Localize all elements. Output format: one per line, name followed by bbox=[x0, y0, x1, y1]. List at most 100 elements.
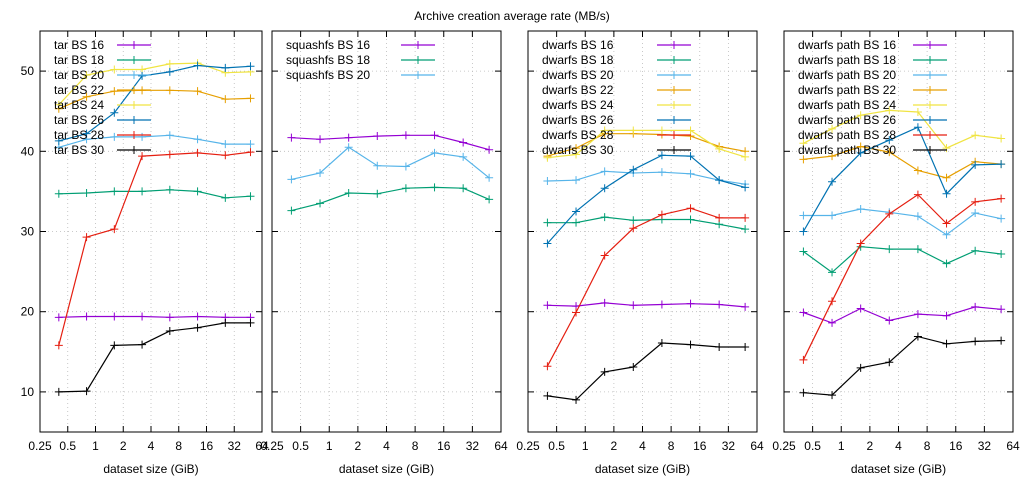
data-point bbox=[430, 148, 439, 157]
data-point bbox=[110, 187, 119, 196]
series-line-1 bbox=[547, 302, 746, 308]
data-point bbox=[373, 161, 382, 170]
data-point bbox=[82, 129, 91, 138]
data-point bbox=[221, 95, 230, 104]
data-point bbox=[221, 140, 230, 149]
data-point bbox=[997, 249, 1006, 258]
data-point bbox=[657, 338, 666, 347]
legend-marker bbox=[670, 71, 678, 79]
data-point bbox=[572, 395, 581, 404]
data-point bbox=[572, 150, 581, 159]
data-point bbox=[942, 311, 951, 320]
x-tick-label: 8 bbox=[924, 439, 931, 453]
series-line-8 bbox=[803, 335, 1002, 396]
x-tick-label: 8 bbox=[668, 439, 675, 453]
data-point bbox=[856, 304, 865, 313]
data-point bbox=[138, 312, 147, 321]
data-point bbox=[686, 299, 695, 308]
data-point bbox=[246, 148, 255, 157]
data-point bbox=[856, 111, 865, 120]
series-line-5 bbox=[547, 129, 746, 159]
data-point bbox=[110, 65, 119, 74]
series-line-7 bbox=[802, 193, 1002, 361]
x-tick-label: 0.25 bbox=[516, 439, 540, 453]
data-point bbox=[82, 312, 91, 321]
x-tick-label: 64 bbox=[1006, 439, 1020, 453]
x-tick-label: 0.5 bbox=[59, 439, 76, 453]
x-tick-label: 16 bbox=[200, 439, 214, 453]
data-point bbox=[82, 71, 91, 80]
data-point bbox=[971, 302, 980, 311]
data-point bbox=[913, 123, 922, 132]
legend-label: dwarfs BS 22 bbox=[542, 83, 614, 97]
y-tick-label: 20 bbox=[21, 305, 35, 319]
data-point bbox=[193, 323, 202, 332]
x-tick-label: 64 bbox=[750, 439, 764, 453]
x-tick-label: 4 bbox=[639, 439, 646, 453]
data-point bbox=[82, 233, 91, 242]
data-point bbox=[287, 175, 296, 184]
data-point bbox=[572, 176, 581, 185]
legend-marker bbox=[130, 41, 138, 49]
data-point bbox=[572, 218, 581, 227]
legend-marker bbox=[926, 56, 934, 64]
data-point bbox=[629, 126, 638, 135]
data-point bbox=[799, 388, 808, 397]
data-point bbox=[885, 106, 894, 115]
x-tick-label: 4 bbox=[383, 439, 390, 453]
data-point bbox=[221, 63, 230, 72]
data-point bbox=[138, 340, 147, 349]
x-tick-label: 1 bbox=[838, 439, 845, 453]
data-point bbox=[942, 173, 951, 182]
panels: 0.25 0.5 1 2 4 8 16 32 64 10 20 30 40 50 dataset size … bbox=[21, 30, 1020, 476]
data-point bbox=[629, 165, 638, 174]
y-tick-label: 40 bbox=[21, 144, 35, 158]
data-point bbox=[686, 152, 695, 161]
series-line-3 bbox=[803, 208, 1002, 236]
data-point bbox=[543, 218, 552, 227]
data-point bbox=[715, 176, 724, 185]
data-point bbox=[686, 204, 695, 213]
legend-marker bbox=[670, 41, 678, 49]
data-point bbox=[657, 126, 666, 135]
data-point bbox=[971, 197, 980, 206]
x-tick-label: 1 bbox=[92, 439, 99, 453]
data-point bbox=[401, 162, 410, 171]
data-point bbox=[828, 268, 837, 277]
data-point bbox=[165, 326, 174, 335]
data-point bbox=[373, 189, 382, 198]
data-point bbox=[165, 131, 174, 140]
data-point bbox=[799, 355, 808, 364]
data-point bbox=[686, 340, 695, 349]
legend-marker bbox=[130, 146, 138, 154]
data-point bbox=[246, 192, 255, 201]
data-point bbox=[110, 108, 119, 117]
series-line-4 bbox=[803, 145, 1002, 179]
data-point bbox=[600, 184, 609, 193]
panel-4: 0.25 0.5 1 2 4 8 16 32 64 dataset size (GiB) dwarf… bbox=[772, 30, 1020, 476]
data-point bbox=[344, 143, 353, 152]
data-point bbox=[799, 247, 808, 256]
legend-label: dwarfs path BS 26 bbox=[798, 113, 896, 127]
series-line-1 bbox=[291, 134, 490, 151]
data-point bbox=[799, 227, 808, 236]
data-point bbox=[485, 195, 494, 204]
x-tick-label: 16 bbox=[693, 439, 707, 453]
data-point bbox=[600, 167, 609, 176]
data-point bbox=[193, 187, 202, 196]
legend-label: squashfs BS 18 bbox=[286, 53, 370, 67]
data-point bbox=[54, 136, 63, 145]
data-point bbox=[856, 239, 865, 248]
data-point bbox=[997, 160, 1006, 169]
data-point bbox=[799, 308, 808, 317]
data-point bbox=[54, 387, 63, 396]
x-tick-label: 1 bbox=[326, 439, 333, 453]
legend-marker bbox=[130, 56, 138, 64]
legend-marker bbox=[670, 146, 678, 154]
data-point bbox=[629, 301, 638, 310]
data-point bbox=[657, 210, 666, 219]
legend-marker bbox=[926, 131, 934, 139]
legend-label: dwarfs BS 16 bbox=[542, 38, 614, 52]
data-point bbox=[221, 193, 230, 202]
legend-marker bbox=[414, 71, 422, 79]
